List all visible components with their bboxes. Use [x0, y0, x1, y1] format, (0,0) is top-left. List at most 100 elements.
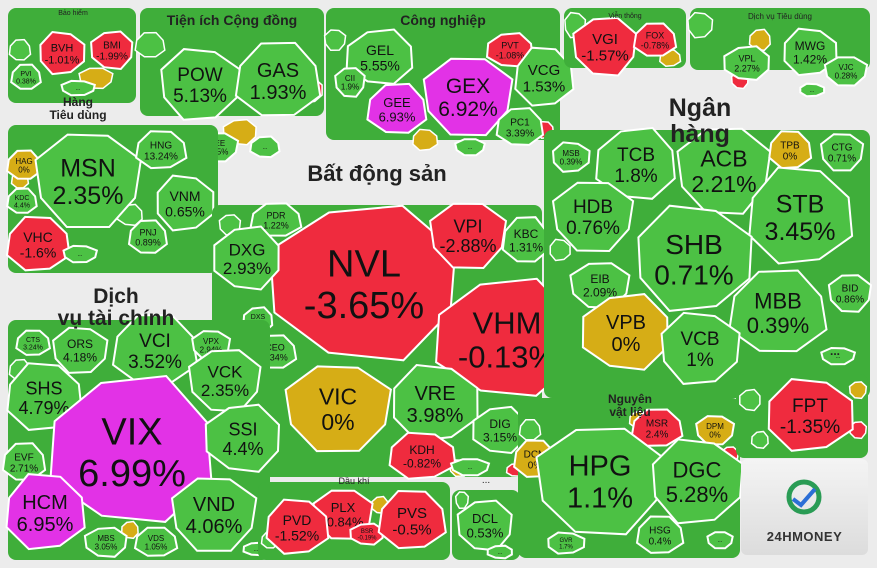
stock-cell-moremoremore[interactable]: ... [249, 135, 281, 159]
stock-change: 0% [783, 152, 798, 163]
stock-ticker: MBB [754, 289, 802, 314]
sector-11: DCL0.53%... [452, 490, 520, 560]
stock-cell-BVH[interactable]: BVH-1.01% [39, 30, 86, 76]
stock-cell-shape [632, 22, 678, 57]
stock-cell-shape [651, 438, 744, 525]
stock-cell-shape [133, 526, 179, 557]
stock-cell-shape [728, 269, 828, 353]
stock-cell-FOX[interactable]: FOX-0.78% [632, 22, 678, 57]
stock-cell-moremoremore[interactable]: ... [799, 82, 826, 98]
stock-change: 3.05% [95, 543, 118, 552]
stock-cell-moremoremore[interactable]: ... [486, 544, 513, 560]
filler-cell [134, 31, 166, 58]
stock-cell-shape [213, 225, 280, 291]
stock-cell-VGI[interactable]: VGI-1.57% [572, 16, 638, 77]
stock-cell-moremoremore[interactable]: ... [454, 138, 486, 157]
stock-ticker: DXS [251, 314, 266, 321]
stock-cell-PVS[interactable]: PVS-0.5% [377, 489, 447, 550]
stock-change: 0.65% [165, 203, 205, 219]
stock-ticker: ... [497, 550, 502, 556]
filler-cell [739, 388, 761, 412]
stock-cell-VPI[interactable]: VPI-2.88% [429, 202, 508, 270]
stock-change: 13.24% [144, 152, 178, 163]
stock-cell-moremoremore[interactable]: ... [820, 346, 857, 366]
stock-cell-moremoremore[interactable]: ... [60, 79, 96, 97]
stock-change: 4.06% [186, 516, 243, 538]
stock-cell-moremoremore[interactable]: ... [62, 244, 99, 264]
stock-cell-NVL[interactable]: NVL-3.65% [269, 204, 457, 362]
stock-change: -1.35% [780, 417, 840, 438]
stock-cell-BMI[interactable]: BMI-1.99% [90, 30, 134, 71]
stock-cell-moremoremore[interactable]: ... [706, 531, 734, 550]
stock-change: 3.15% [483, 430, 517, 444]
stock-cell-shape [495, 107, 545, 146]
stock-cell-KDH[interactable]: KDH-0.82% [388, 431, 457, 480]
stock-cell-shape [535, 427, 664, 536]
stock-ticker: PVI [20, 71, 31, 78]
stock-cell-shape [799, 82, 826, 98]
stock-cell-moremoremore[interactable]: ... [449, 458, 491, 477]
stock-cell-BSR[interactable]: BSR-0.19% [349, 522, 385, 546]
stock-change: 6.93% [379, 109, 416, 124]
stock-ticker: PNJ [139, 228, 156, 238]
stock-cell-PVT[interactable]: PVT-1.08% [485, 32, 534, 68]
stock-change: -1.99% [96, 52, 128, 63]
stock-cell-VHC[interactable]: VHC-1.6% [5, 215, 71, 272]
stock-cell-PVD[interactable]: PVD-1.52% [265, 498, 330, 555]
stock-ticker: VPI [453, 216, 482, 236]
stock-cell-FPT[interactable]: FPT-1.35% [767, 378, 854, 452]
